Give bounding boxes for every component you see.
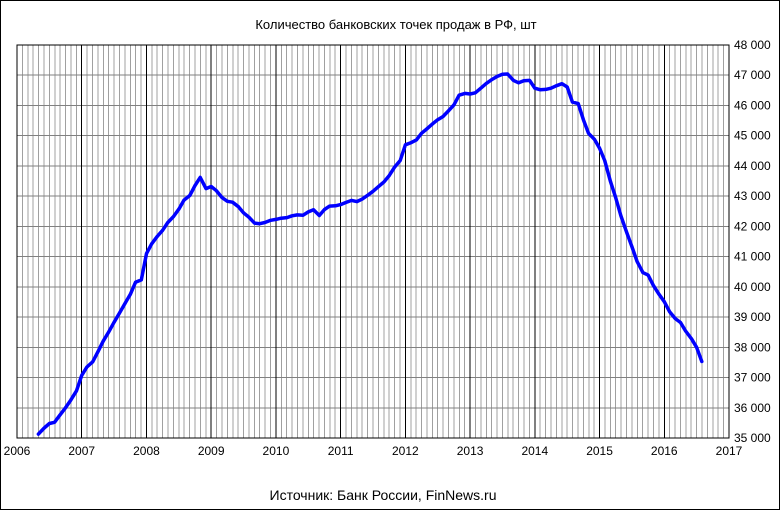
x-tick-label: 2010 xyxy=(263,444,290,458)
y-tick-label: 41 000 xyxy=(734,250,771,264)
y-axis-ticks: 35 000 36 000 37 000 38 000 39 000 40 000 41 0… xyxy=(734,38,771,445)
y-tick-label: 38 000 xyxy=(734,340,771,354)
y-tick-label: 47 000 xyxy=(734,68,771,82)
series-group xyxy=(36,72,704,436)
grid xyxy=(16,44,730,439)
chart-title: Количество банковских точек продаж в РФ,… xyxy=(255,17,536,32)
y-tick-label: 46 000 xyxy=(734,98,771,112)
y-tick-label: 39 000 xyxy=(734,310,771,324)
y-tick-label: 36 000 xyxy=(734,401,771,415)
x-tick-label: 2006 xyxy=(4,444,31,458)
x-tick-label: 2017 xyxy=(716,444,743,458)
y-tick-label: 44 000 xyxy=(734,159,771,173)
x-tick-label: 2013 xyxy=(457,444,484,458)
x-tick-label: 2014 xyxy=(521,444,548,458)
x-tick-label: 2007 xyxy=(68,444,95,458)
y-tick-label: 48 000 xyxy=(734,38,771,52)
x-tick-label: 2009 xyxy=(198,444,225,458)
series-line xyxy=(36,72,704,436)
y-tick-label: 43 000 xyxy=(734,189,771,203)
plot-border xyxy=(16,44,730,439)
y-tick-label: 37 000 xyxy=(734,371,771,385)
source-note: Источник: Банк России, FinNews.ru xyxy=(270,487,497,503)
x-tick-label: 2008 xyxy=(133,444,160,458)
x-tick-label: 2011 xyxy=(328,444,354,458)
y-tick-label: 40 000 xyxy=(734,280,771,294)
x-tick-label: 2015 xyxy=(586,444,613,458)
y-tick-label: 42 000 xyxy=(734,219,771,233)
x-axis-ticks: 2006 2007 2008 2009 2010 2011 2012 2013 2014 2015… xyxy=(4,444,743,458)
x-tick-label: 2016 xyxy=(651,444,678,458)
x-tick-label: 2012 xyxy=(392,444,419,458)
y-tick-label: 35 000 xyxy=(734,431,771,445)
y-tick-label: 45 000 xyxy=(734,129,771,143)
